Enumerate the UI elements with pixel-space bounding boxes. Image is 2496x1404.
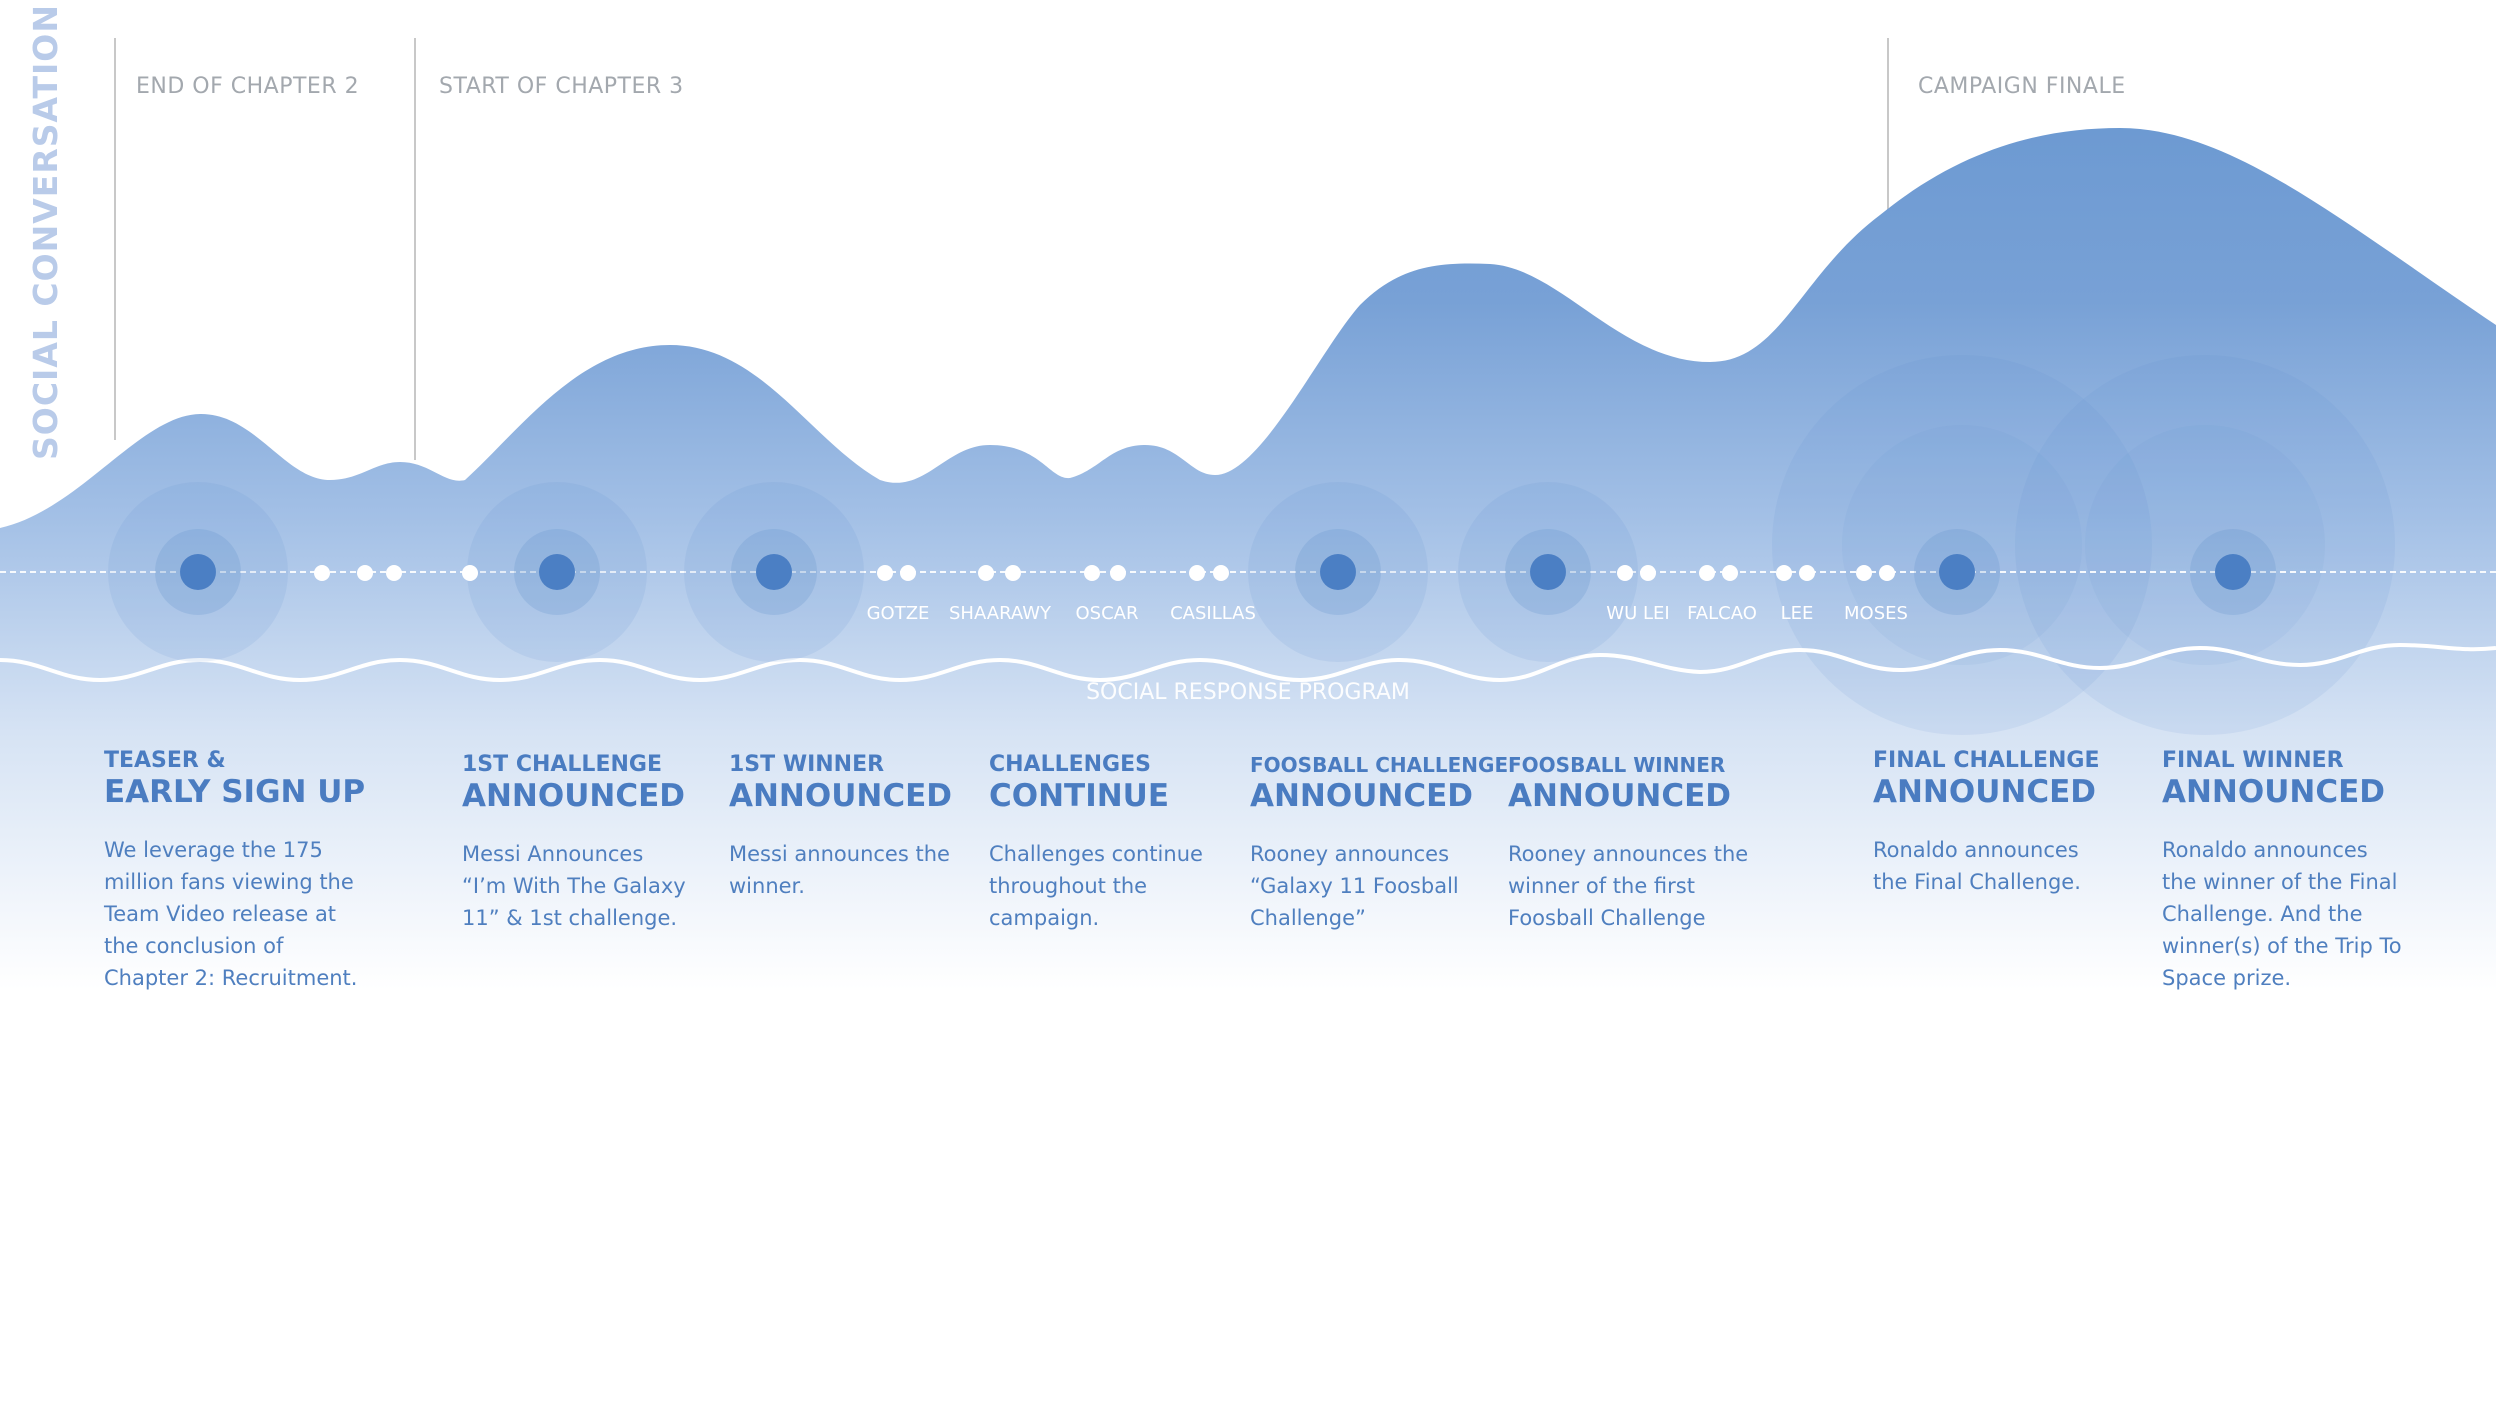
minor-dot: [1213, 565, 1229, 581]
event-dot: [539, 554, 575, 590]
minor-dot: [462, 565, 478, 581]
minor-dot: [1110, 565, 1126, 581]
finale-halo: [2015, 355, 2395, 735]
milestone: 1ST WINNER ANNOUNCED Messi announces the…: [729, 752, 989, 902]
name-label: OSCAR: [1075, 603, 1139, 624]
milestone: TEASER & EARLY SIGN UP We leverage the 1…: [104, 748, 366, 994]
milestone: FINAL CHALLENGE ANNOUNCED Ronaldo announ…: [1873, 748, 2133, 898]
milestone-kicker: FOOSBALL WINNER: [1508, 753, 1726, 777]
milestone: FOOSBALL CHALLENGE ANNOUNCED Rooney anno…: [1250, 752, 1510, 934]
milestone-kicker: 1ST CHALLENGE: [462, 752, 662, 777]
response-program-wave: [0, 642, 2496, 683]
minor-dot: [357, 565, 373, 581]
minor-dot: [1699, 565, 1715, 581]
minor-dot: [1856, 565, 1872, 581]
minor-dot: [386, 565, 402, 581]
milestone: FOOSBALL WINNER ANNOUNCED Rooney announc…: [1508, 752, 1768, 934]
milestone-kicker: FOOSBALL CHALLENGE: [1250, 753, 1509, 777]
minor-dot: [1722, 565, 1738, 581]
milestone-body: Ronaldo announces the Final Challenge.: [1873, 838, 2081, 894]
minor-dot: [1084, 565, 1100, 581]
event-dot: [2215, 554, 2251, 590]
chapter-marker-label: START OF CHAPTER 3: [439, 74, 684, 99]
minor-dots: [314, 565, 1895, 581]
name-label: WU LEI: [1606, 603, 1670, 624]
milestone: FINAL WINNER ANNOUNCED Ronaldo announces…: [2162, 748, 2422, 994]
milestone-headline: ANNOUNCED: [1250, 778, 1474, 814]
finale-halo: [2085, 425, 2325, 665]
name-label: SHAARAWY: [949, 603, 1051, 624]
minor-dot: [1189, 565, 1205, 581]
name-label: FALCAO: [1687, 603, 1757, 624]
milestone-body: We leverage the 175 million fans viewing…: [104, 838, 358, 990]
milestone-body: Challenges continue throughout the campa…: [989, 842, 1203, 930]
chapter-marker-label: CAMPAIGN FINALE: [1918, 74, 2126, 99]
chapter-marker-label: END OF CHAPTER 2: [136, 74, 360, 99]
program-label: SOCIAL RESPONSE PROGRAM: [1086, 680, 1410, 705]
finale-halo: [1772, 355, 2152, 735]
milestone-kicker: FINAL WINNER: [2162, 748, 2344, 773]
event-dot: [1530, 554, 1566, 590]
milestone-headline: ANNOUNCED: [729, 778, 953, 814]
name-label: GOTZE: [866, 603, 930, 624]
milestone-headline: ANNOUNCED: [2162, 774, 2386, 810]
minor-dot: [877, 565, 893, 581]
name-label: CASILLAS: [1170, 603, 1256, 624]
event-dot: [756, 554, 792, 590]
minor-dot: [978, 565, 994, 581]
event-dot: [1939, 554, 1975, 590]
minor-dot: [1617, 565, 1633, 581]
milestone-headline: ANNOUNCED: [1873, 774, 2097, 810]
milestone: 1ST CHALLENGE ANNOUNCED Messi Announces …: [462, 752, 722, 934]
finale-halo: [1842, 425, 2082, 665]
milestone-kicker: 1ST WINNER: [729, 752, 885, 777]
minor-dot: [1776, 565, 1792, 581]
milestone-headline: ANNOUNCED: [1508, 778, 1732, 814]
minor-dot: [1879, 565, 1895, 581]
minor-dot: [314, 565, 330, 581]
minor-dot: [1005, 565, 1021, 581]
milestone-kicker: TEASER &: [104, 748, 226, 773]
milestone-headline: EARLY SIGN UP: [104, 774, 366, 810]
minor-dot: [1799, 565, 1815, 581]
milestone-kicker: FINAL CHALLENGE: [1873, 748, 2100, 773]
event-markers: [108, 482, 2276, 662]
milestone-headline: ANNOUNCED: [462, 778, 686, 814]
milestone-body: Rooney announces “Galaxy 11 Foosball Cha…: [1250, 842, 1459, 930]
name-label: LEE: [1780, 603, 1814, 624]
minor-dot: [1640, 565, 1656, 581]
milestone-body: Rooney announces the winner of the first…: [1508, 842, 1749, 930]
side-title: SOCIAL CONVERSATION: [26, 4, 65, 460]
event-dot: [1320, 554, 1356, 590]
milestone-body: Messi announces the winner.: [729, 842, 950, 898]
milestone-body: Messi Announces “I’m With The Galaxy 11”…: [462, 842, 686, 930]
milestone-headline: CONTINUE: [989, 778, 1170, 814]
milestone-body: Ronaldo announces the winner of the Fina…: [2162, 838, 2402, 990]
milestone-kicker: CHALLENGES: [989, 752, 1151, 777]
milestone: CHALLENGES CONTINUE Challenges continue …: [989, 752, 1249, 934]
event-dot: [180, 554, 216, 590]
name-label: MOSES: [1844, 603, 1908, 624]
conversation-wave-area: [0, 128, 2496, 990]
minor-dot: [900, 565, 916, 581]
